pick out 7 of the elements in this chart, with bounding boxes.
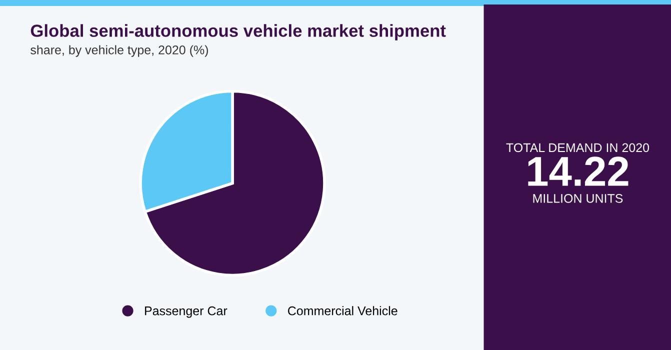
chart-subtitle: share, by vehicle type, 2020 (%): [30, 45, 208, 57]
legend-label: Passenger Car: [145, 306, 228, 318]
legend-label: Commercial Vehicle: [288, 306, 398, 316]
chart-title: Global semi-autonomous vehicle market shipment: [30, 24, 446, 40]
text: MILLION UNITS: [533, 194, 623, 203]
text: 14.22: [528, 156, 628, 186]
text: TOTAL DEMAND IN 2020: [506, 143, 650, 152]
